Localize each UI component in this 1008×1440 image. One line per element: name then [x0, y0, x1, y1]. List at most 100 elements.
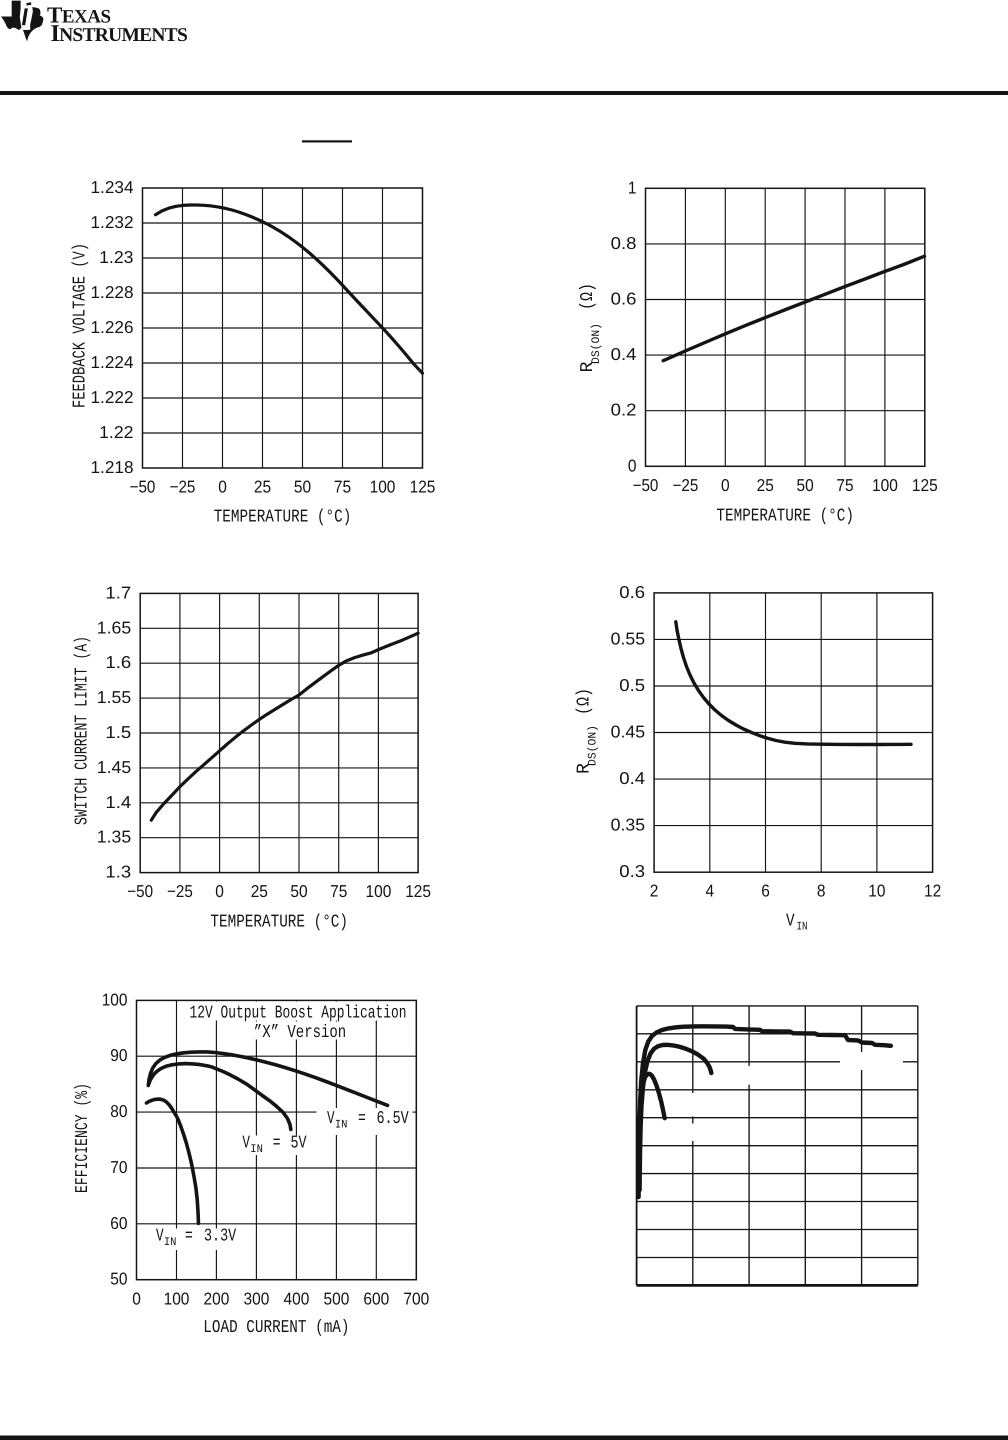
svg-text:200: 200 [204, 1289, 230, 1309]
svg-text:500: 500 [324, 1289, 350, 1309]
svg-text:125: 125 [912, 475, 938, 495]
svg-text:400: 400 [284, 1289, 310, 1309]
svg-text:25: 25 [757, 475, 774, 495]
svg-text:1.218: 1.218 [91, 457, 134, 477]
svg-text:−50: −50 [633, 475, 659, 495]
svg-text:6: 6 [761, 881, 770, 901]
svg-text:V: V [327, 1109, 335, 1129]
svg-text:0: 0 [215, 881, 224, 901]
svg-text:6.5V: 6.5V [377, 1109, 409, 1129]
svg-text:−25: −25 [673, 475, 699, 495]
svg-text:70: 70 [110, 1157, 127, 1177]
svg-text:−50: −50 [127, 881, 153, 901]
svg-text:TEMPERATURE (°C): TEMPERATURE (°C) [214, 508, 352, 528]
svg-text:IN: IN [164, 1236, 177, 1249]
svg-text:80: 80 [110, 1101, 127, 1121]
svg-text:(Ω): (Ω) [575, 688, 595, 715]
svg-text:1.3: 1.3 [105, 862, 131, 882]
svg-text:100: 100 [164, 1289, 190, 1309]
svg-text:50: 50 [294, 477, 311, 497]
svg-text:25: 25 [251, 881, 268, 901]
svg-text:1.222: 1.222 [91, 387, 134, 407]
svg-text:1.55: 1.55 [97, 687, 131, 707]
svg-text:75: 75 [330, 881, 347, 901]
svg-text:1.6: 1.6 [105, 652, 131, 672]
svg-text:100: 100 [370, 477, 396, 497]
svg-text:0: 0 [628, 455, 637, 475]
svg-text:1.226: 1.226 [91, 317, 134, 337]
svg-text:0: 0 [218, 477, 227, 497]
svg-text:0: 0 [132, 1289, 141, 1309]
svg-text:TEMPERATURE (°C): TEMPERATURE (°C) [210, 912, 348, 932]
svg-text:0.35: 0.35 [611, 815, 645, 835]
svg-text:100: 100 [102, 989, 128, 1009]
svg-text:SWITCH CURRENT LIMIT (A): SWITCH CURRENT LIMIT (A) [73, 636, 93, 825]
svg-text:TEXAS: TEXAS [47, 3, 111, 28]
svg-text:0.4: 0.4 [619, 768, 645, 788]
svg-text:100: 100 [366, 881, 392, 901]
svg-text:=: = [358, 1109, 366, 1129]
svg-text:1.35: 1.35 [97, 827, 131, 847]
svg-text:12: 12 [924, 881, 941, 901]
svg-text:−25: −25 [167, 881, 193, 901]
svg-text:75: 75 [334, 477, 351, 497]
svg-text:2: 2 [650, 881, 659, 901]
svg-text:3.3V: 3.3V [204, 1227, 236, 1247]
svg-text:R: R [578, 361, 598, 372]
svg-text:1.234: 1.234 [91, 177, 134, 197]
svg-text:IN: IN [797, 921, 808, 934]
svg-text:=: = [185, 1227, 193, 1247]
svg-text:90: 90 [110, 1045, 127, 1065]
svg-text:0: 0 [721, 475, 730, 495]
svg-text:125: 125 [410, 477, 436, 497]
svg-text:0.5: 0.5 [619, 675, 645, 695]
svg-text:0.4: 0.4 [611, 344, 637, 364]
svg-text:5V: 5V [291, 1134, 307, 1154]
svg-text:DS(ON): DS(ON) [590, 323, 603, 364]
svg-text:50: 50 [110, 1269, 127, 1289]
svg-text:”X” Version: ”X” Version [254, 1023, 346, 1043]
svg-text:1.5: 1.5 [105, 722, 131, 742]
svg-text:1.232: 1.232 [91, 212, 134, 232]
svg-text:1.228: 1.228 [91, 282, 134, 302]
svg-text:75: 75 [836, 475, 853, 495]
svg-text:300: 300 [244, 1289, 270, 1309]
svg-text:−25: −25 [170, 477, 196, 497]
svg-text:IN: IN [250, 1143, 263, 1156]
svg-text:8: 8 [817, 881, 826, 901]
svg-text:4: 4 [706, 881, 715, 901]
svg-text:R: R [575, 763, 595, 774]
svg-text:0.45: 0.45 [611, 722, 645, 742]
svg-text:(Ω): (Ω) [578, 283, 598, 310]
svg-text:0.3: 0.3 [619, 861, 645, 881]
svg-text:100: 100 [872, 475, 898, 495]
svg-text:12V Output Boost Application: 12V Output Boost Application [190, 1004, 407, 1024]
svg-text:DS(ON): DS(ON) [587, 725, 600, 766]
svg-text:1.224: 1.224 [91, 352, 134, 372]
svg-text:V: V [242, 1134, 250, 1154]
svg-text:−50: −50 [130, 477, 156, 497]
svg-text:25: 25 [254, 477, 271, 497]
svg-text:1.7: 1.7 [105, 582, 131, 602]
svg-text:50: 50 [797, 475, 814, 495]
svg-text:V: V [156, 1227, 164, 1247]
svg-text:0.55: 0.55 [611, 628, 645, 648]
svg-text:INSTRUMENTS: INSTRUMENTS [51, 21, 188, 47]
svg-text:EFFICIENCY (%): EFFICIENCY (%) [73, 1083, 93, 1193]
svg-text:0.6: 0.6 [611, 289, 637, 309]
svg-text:LOAD CURRENT (mA): LOAD CURRENT (mA) [203, 1318, 349, 1338]
svg-text:10: 10 [868, 881, 885, 901]
svg-text:1.23: 1.23 [99, 247, 133, 267]
svg-text:0.2: 0.2 [611, 400, 637, 420]
svg-text:50: 50 [290, 881, 307, 901]
svg-text:600: 600 [363, 1289, 389, 1309]
svg-text:FEEDBACK VOLTAGE (V): FEEDBACK VOLTAGE (V) [71, 243, 91, 408]
svg-text:TEMPERATURE (°C): TEMPERATURE (°C) [716, 507, 854, 527]
svg-text:700: 700 [403, 1289, 429, 1309]
svg-text:1.4: 1.4 [105, 792, 131, 812]
svg-text:125: 125 [405, 881, 431, 901]
svg-text:V: V [786, 912, 795, 932]
svg-text:0.6: 0.6 [619, 582, 645, 602]
svg-text:0.8: 0.8 [611, 233, 637, 253]
svg-text:60: 60 [110, 1213, 127, 1233]
